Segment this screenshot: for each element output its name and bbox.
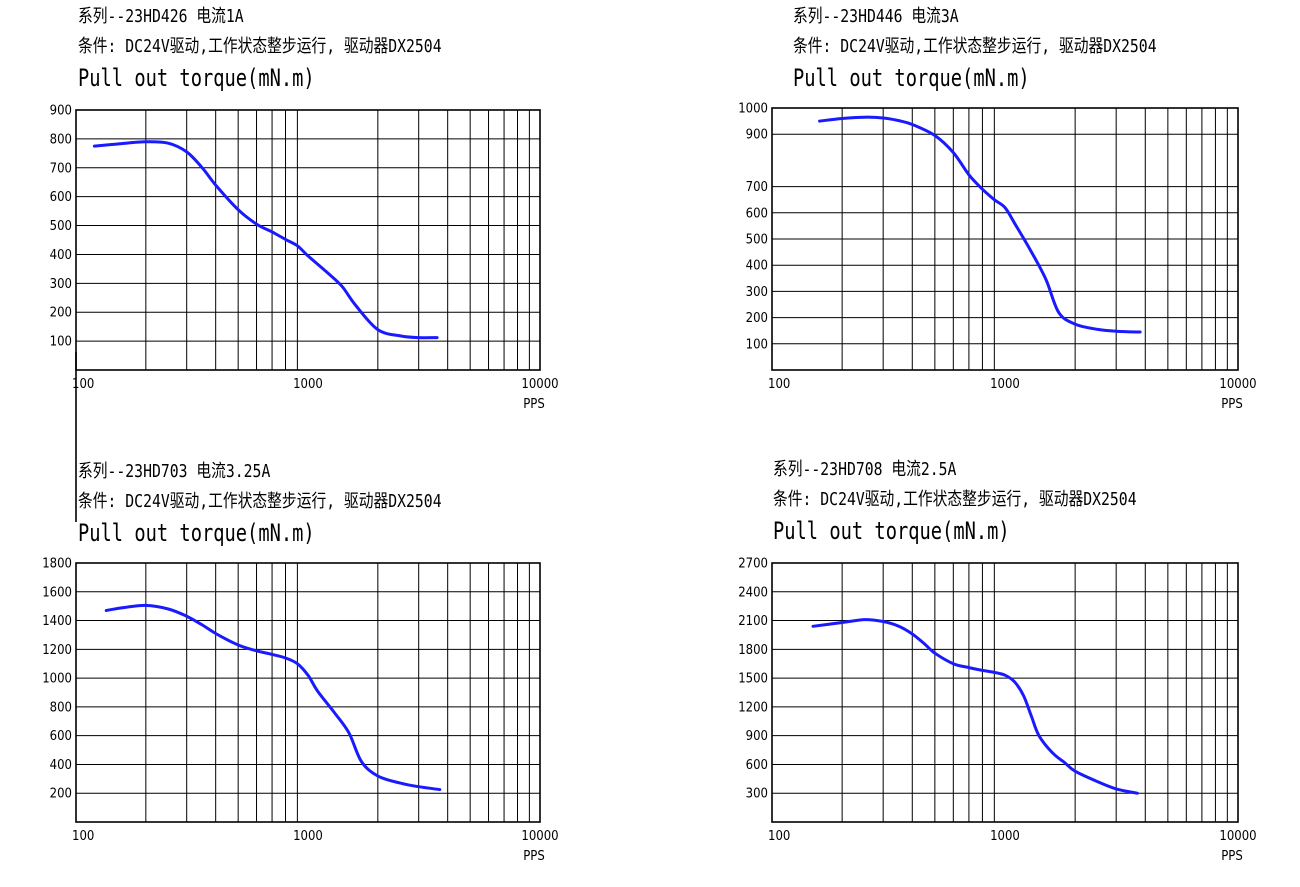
- x-tick-label: 10000: [521, 829, 558, 844]
- y-tick-label: 200: [50, 787, 72, 802]
- x-axis-label: PPS: [1221, 397, 1243, 412]
- torque-curve: [818, 115, 1142, 334]
- plot-frame: [771, 562, 1239, 823]
- x-tick-label: 10000: [521, 377, 558, 392]
- x-axis-label: PPS: [523, 397, 545, 412]
- y-tick-label: 1400: [42, 614, 72, 629]
- y-tick-label: 400: [746, 259, 768, 274]
- chart-panel-23hd446: 系列--23HD446 电流3A 条件: DC24V驱动,工作状态整步运行, 驱…: [793, 2, 1300, 432]
- x-axis-label: PPS: [523, 849, 545, 864]
- y-tick-label: 900: [50, 104, 72, 119]
- chart-panel-23hd708: 系列--23HD708 电流2.5A 条件: DC24V驱动,工作状态整步运行,…: [773, 455, 1300, 885]
- y-tick-label: 500: [50, 219, 72, 234]
- y-axis-label: Pull out torque(mN.m): [78, 64, 315, 92]
- torque-curve: [811, 618, 1139, 795]
- x-axis-label: PPS: [1221, 849, 1243, 864]
- chart-subtitle: 条件: DC24V驱动,工作状态整步运行, 驱动器DX2504: [793, 36, 1157, 57]
- x-tick-label: 1000: [293, 377, 323, 392]
- y-tick-label: 1000: [738, 102, 768, 117]
- chart-3: 200 400 600 800 1000 1200 1400 1600 1800 100 1000 1…: [42, 557, 558, 865]
- y-tick-label: 100: [50, 335, 72, 350]
- y-tick-label: 300: [50, 277, 72, 292]
- chart-1: 100 200 300 400 500 600 700 800 900 100 1000 10000 P…: [50, 104, 559, 413]
- chart-subtitle: 条件: DC24V驱动,工作状态整步运行, 驱动器DX2504: [78, 36, 442, 57]
- y-tick-label: 600: [746, 758, 768, 773]
- x-tick-label: 100: [768, 377, 790, 392]
- chart-subtitle: 条件: DC24V驱动,工作状态整步运行, 驱动器DX2504: [773, 489, 1137, 510]
- chart-panel-23hd703: 系列--23HD703 电流3.25A 条件: DC24V驱动,工作状态整步运行…: [78, 457, 718, 887]
- y-tick-label: 400: [50, 248, 72, 263]
- y-tick-label: 600: [50, 729, 72, 744]
- y-tick-label: 500: [746, 233, 768, 248]
- y-axis-label: Pull out torque(mN.m): [78, 519, 315, 547]
- y-tick-label: 200: [50, 306, 72, 321]
- chart-2: 100 200 300 400 500 600 700 900 1000 100 1000 10000…: [738, 102, 1256, 413]
- y-tick-label: 2400: [738, 585, 768, 600]
- y-tick-label: 2100: [738, 614, 768, 629]
- torque-curve: [92, 140, 439, 340]
- y-tick-label: 700: [746, 180, 768, 195]
- chart-subtitle: 条件: DC24V驱动,工作状态整步运行, 驱动器DX2504: [78, 491, 442, 512]
- chart-4: 300 600 900 1200 1500 1800 2100 2400 2700 100 1000…: [738, 557, 1256, 865]
- y-tick-label: 1000: [42, 672, 72, 687]
- y-tick-label: 1200: [738, 700, 768, 715]
- x-tick-label: 100: [768, 829, 790, 844]
- y-axis-label: Pull out torque(mN.m): [773, 517, 1010, 545]
- x-tick-label: 10000: [1219, 377, 1256, 392]
- y-tick-label: 2700: [738, 557, 768, 572]
- x-tick-label: 10000: [1219, 829, 1256, 844]
- chart-title: 系列--23HD426 电流1A: [78, 6, 244, 27]
- y-tick-label: 1600: [42, 585, 72, 600]
- x-tick-label: 1000: [990, 829, 1020, 844]
- y-tick-label: 800: [50, 700, 72, 715]
- y-tick-label: 700: [50, 161, 72, 176]
- y-tick-label: 600: [50, 190, 72, 205]
- y-tick-label: 1500: [738, 672, 768, 687]
- chart-title: 系列--23HD708 电流2.5A: [773, 459, 957, 480]
- y-tick-label: 900: [746, 729, 768, 744]
- y-tick-label: 1200: [42, 643, 72, 658]
- y-tick-label: 100: [746, 337, 768, 352]
- x-tick-label: 1000: [293, 829, 323, 844]
- y-tick-label: 200: [746, 311, 768, 326]
- y-tick-label: 300: [746, 285, 768, 300]
- y-tick-label: 1800: [738, 643, 768, 658]
- y-tick-label: 300: [746, 787, 768, 802]
- y-axis-label: Pull out torque(mN.m): [793, 64, 1030, 92]
- torque-curve: [104, 603, 442, 792]
- y-tick-label: 900: [746, 128, 768, 143]
- x-tick-label: 100: [72, 829, 94, 844]
- chart-title: 系列--23HD446 电流3A: [793, 6, 959, 27]
- y-tick-label: 1800: [42, 557, 72, 572]
- x-tick-label: 100: [72, 377, 94, 392]
- chart-panel-23hd426: 系列--23HD426 电流1A 条件: DC24V驱动,工作状态整步运行, 驱…: [78, 2, 718, 432]
- plot-frame: [771, 107, 1239, 371]
- y-tick-label: 600: [746, 206, 768, 221]
- plot-frame: [75, 562, 541, 823]
- y-tick-label: 800: [50, 132, 72, 147]
- plot-frame: [75, 109, 541, 371]
- chart-title: 系列--23HD703 电流3.25A: [78, 461, 271, 482]
- y-tick-label: 400: [50, 758, 72, 773]
- x-tick-label: 1000: [990, 377, 1020, 392]
